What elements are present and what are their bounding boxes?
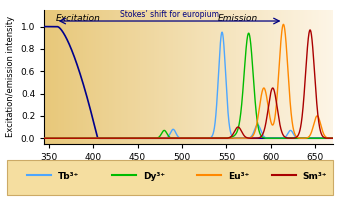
Text: Emission: Emission (218, 14, 258, 23)
X-axis label: Wavelength (nm): Wavelength (nm) (150, 167, 228, 176)
Text: Tb³⁺: Tb³⁺ (58, 172, 79, 181)
Text: Stokes’ shift for europium: Stokes’ shift for europium (120, 10, 219, 19)
Y-axis label: Excitation/emission intensity: Excitation/emission intensity (6, 16, 15, 137)
Text: Sm³⁺: Sm³⁺ (303, 172, 327, 181)
Text: Dy³⁺: Dy³⁺ (143, 172, 165, 181)
Text: Eu³⁺: Eu³⁺ (228, 172, 249, 181)
Text: Excitation: Excitation (56, 14, 101, 23)
FancyBboxPatch shape (7, 160, 333, 195)
